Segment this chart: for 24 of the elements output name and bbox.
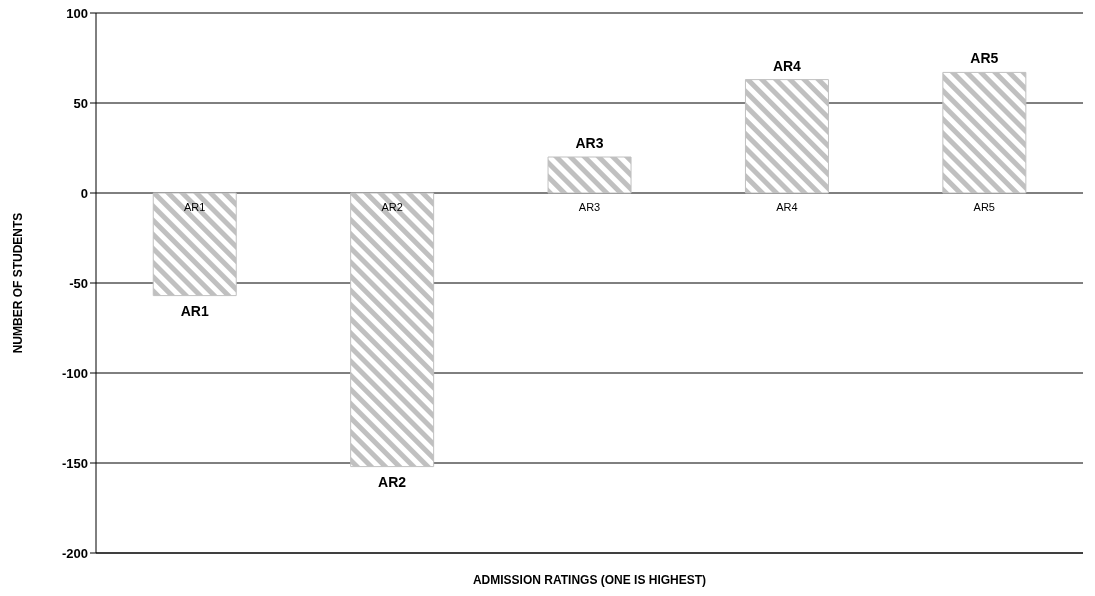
x-tick-label: AR1: [184, 201, 206, 213]
bar: [744, 79, 829, 194]
y-tick-label: -200: [61, 545, 88, 561]
annotation: AR2: [378, 473, 407, 490]
x-tick-label: AR2: [381, 201, 403, 213]
annotation: AR3: [575, 135, 604, 151]
y-tick-label: 100: [66, 5, 88, 21]
x-axis-title: ADMISSION RATINGS (ONE IS HIGHEST): [472, 573, 707, 587]
bar: [942, 71, 1027, 194]
annotation: AR5: [970, 50, 999, 67]
y-tick-label: -50: [69, 275, 88, 291]
y-axis-title: NUMBER OF STUDENTS: [11, 212, 26, 354]
bar: [350, 192, 435, 468]
bar: [547, 156, 632, 194]
x-tick-label: AR5: [973, 201, 995, 213]
y-tick-label: -100: [61, 365, 88, 381]
x-tick-label: AR4: [776, 201, 798, 213]
annotation: AR4: [772, 57, 802, 74]
x-tick-label: AR3: [578, 201, 601, 213]
y-tick-label: -150: [61, 455, 88, 471]
annotation: AR1: [180, 302, 209, 319]
y-tick-label: 50: [73, 95, 88, 111]
bar: [152, 192, 237, 297]
y-tick-label: 0: [80, 185, 88, 201]
